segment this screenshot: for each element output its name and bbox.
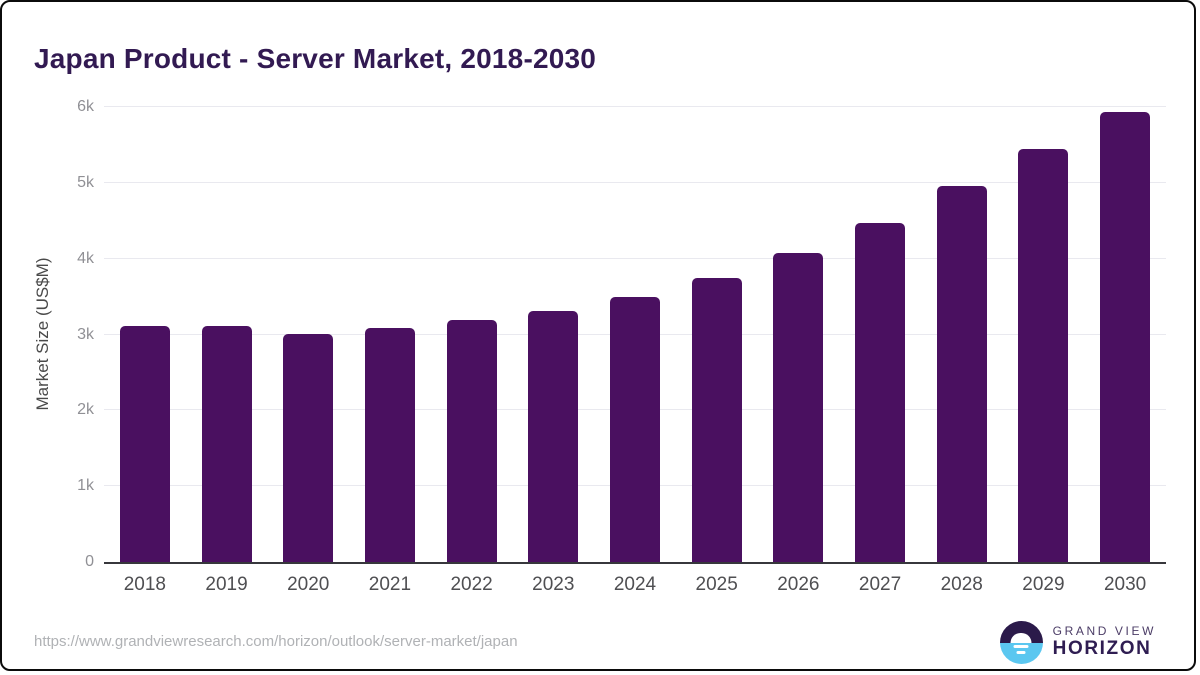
logo-text: GRAND VIEW HORIZON	[1052, 623, 1156, 661]
logo-dark-half	[999, 621, 1043, 643]
bar-slot-2024	[594, 107, 676, 562]
y-tick-label-4k: 4k	[77, 249, 94, 267]
x-tick-label-2026: 2026	[777, 574, 820, 595]
reflection-line	[1013, 645, 1029, 648]
y-tick-label-5k: 5k	[77, 173, 94, 191]
gridline-6k	[104, 106, 1166, 107]
bar-2025	[691, 277, 742, 562]
sun-shape	[1010, 632, 1032, 643]
grand-view-horizon-logo: GRAND VIEW HORIZON	[999, 621, 1156, 664]
bar-2024	[609, 296, 660, 562]
reflection-line	[1016, 651, 1026, 654]
y-tick-label-2k: 2k	[77, 401, 94, 419]
x-tick-label-2021: 2021	[368, 574, 412, 595]
bar-slot-2025	[676, 107, 758, 562]
bar-2027	[855, 222, 906, 562]
logo-text-top: GRAND VIEW	[1052, 623, 1156, 638]
y-tick-label-0: 0	[85, 553, 94, 570]
gridline-4k	[104, 257, 1166, 259]
bar-2028	[936, 186, 987, 562]
bar-2030	[1100, 112, 1151, 562]
y-tick-label-6k: 6k	[77, 98, 94, 115]
x-tick-label-2028: 2028	[940, 574, 983, 595]
bar-slot-2020	[267, 107, 349, 562]
x-tick-label-2029: 2029	[1022, 574, 1065, 595]
bar-slot-2019	[186, 107, 268, 562]
gridline-5k	[104, 181, 1166, 183]
logo-text-bottom: HORIZON	[1052, 638, 1152, 660]
horizon-sunrise-icon	[999, 621, 1043, 664]
x-tick-label-2023: 2023	[532, 574, 575, 595]
x-tick-label-2022: 2022	[450, 574, 493, 595]
bar-2029	[1018, 149, 1069, 562]
chart-title: Japan Product - Server Market, 2018-2030	[34, 42, 597, 74]
bar-2023	[528, 311, 579, 562]
bar-2026	[773, 253, 824, 562]
bar-2022	[446, 320, 497, 562]
x-tick-label-2024: 2024	[613, 574, 657, 595]
bar-slot-2028	[921, 107, 1003, 562]
bar-slot-2023	[512, 107, 594, 562]
bar-slot-2030	[1084, 107, 1166, 562]
y-tick-label-3k: 3k	[77, 325, 94, 343]
x-tick-label-2019: 2019	[205, 574, 248, 595]
x-tick-label-2027: 2027	[858, 574, 902, 595]
x-tick-label-2025: 2025	[695, 574, 738, 595]
bar-slot-2021	[349, 107, 431, 562]
plot-area: 0 1k 2k 3k 4k 5k 6k 2018 2019 2020 2021 2022 2023 20…	[77, 98, 1166, 595]
x-tick-label-2030: 2030	[1103, 574, 1147, 595]
y-tick-labels: 0 1k 2k 3k 4k 5k 6k	[46, 98, 94, 570]
bar-slot-2029	[1003, 107, 1085, 562]
bar-2020	[283, 333, 334, 562]
bar-slot-2018	[104, 107, 186, 562]
bars	[104, 107, 1166, 562]
x-labels: 2018 2019 2020 2021 2022 2023 2024 2025 2026 2027…	[104, 574, 1166, 596]
bar-2021	[364, 328, 415, 562]
bar-2019	[201, 325, 252, 562]
bar-slot-2022	[431, 107, 513, 562]
bar-slot-2027	[839, 107, 921, 562]
y-tick-label-1k: 1k	[77, 477, 94, 495]
bar-slot-2026	[758, 107, 840, 562]
x-tick-label-2020: 2020	[287, 574, 330, 595]
source-url: https://www.grandviewresearch.com/horizo…	[34, 633, 518, 650]
bar-2018	[119, 326, 170, 562]
x-tick-label-2018: 2018	[123, 574, 166, 595]
